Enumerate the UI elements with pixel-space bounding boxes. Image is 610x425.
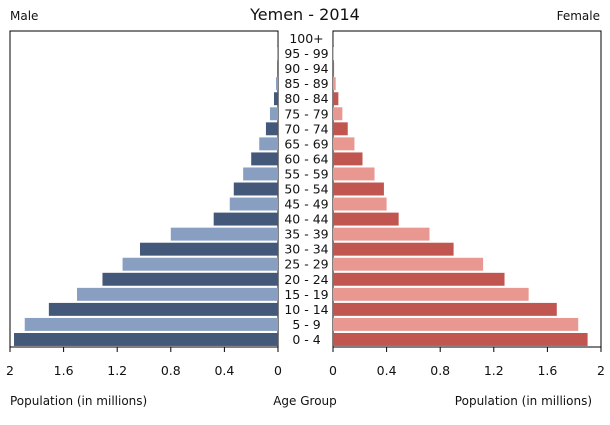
- age-group-label: 60 - 64: [284, 151, 328, 166]
- age-group-label: 35 - 39: [284, 227, 328, 242]
- male-bar: [213, 212, 278, 226]
- age-group-label: 40 - 44: [284, 212, 328, 227]
- female-bar: [333, 152, 363, 166]
- x-tick-label-left: 2: [6, 363, 14, 378]
- female-bar: [333, 302, 557, 316]
- male-bar: [170, 227, 278, 241]
- female-bar: [333, 333, 588, 346]
- chart-title: Yemen - 2014: [250, 5, 360, 24]
- male-bar: [48, 302, 278, 316]
- female-bar: [333, 317, 579, 331]
- x-tick-label-right: 0.4: [377, 363, 397, 378]
- male-bar: [243, 167, 278, 181]
- x-tick-label-left: 0: [274, 363, 282, 378]
- age-group-label: 70 - 74: [284, 121, 328, 136]
- age-group-label: 90 - 94: [284, 61, 328, 76]
- age-group-label: 50 - 54: [284, 182, 328, 197]
- male-bar: [275, 77, 278, 91]
- female-bar: [333, 257, 484, 271]
- x-tick-label-right: 1.6: [537, 363, 557, 378]
- female-label: Female: [556, 9, 600, 23]
- age-group-label: 80 - 84: [284, 91, 328, 106]
- female-bar: [333, 137, 355, 151]
- male-bar: [233, 182, 278, 196]
- male-bar: [139, 242, 278, 256]
- age-group-label: 65 - 69: [284, 136, 328, 151]
- male-bar: [122, 257, 278, 271]
- female-bar: [333, 62, 335, 76]
- age-group-label: 30 - 34: [284, 242, 328, 257]
- female-bar: [333, 287, 529, 301]
- male-bar: [24, 317, 278, 331]
- male-bar: [259, 137, 278, 151]
- female-bar: [333, 197, 387, 211]
- male-bar: [277, 62, 278, 76]
- female-bar: [333, 242, 454, 256]
- female-bar: [333, 167, 375, 181]
- age-group-label: 0 - 4: [292, 332, 320, 347]
- age-group-label: 100+: [289, 31, 323, 46]
- x-tick-label-right: 0: [329, 363, 337, 378]
- female-bar: [333, 92, 339, 106]
- male-bar: [265, 122, 278, 136]
- age-group-label: 25 - 29: [284, 257, 328, 272]
- male-bar: [14, 333, 279, 346]
- female-bar: [333, 122, 348, 136]
- female-bar: [333, 107, 343, 121]
- female-bar: [333, 182, 384, 196]
- x-axis-label-center: Age Group: [273, 394, 337, 408]
- x-tick-label-left: 1.2: [107, 363, 127, 378]
- male-bar: [251, 152, 278, 166]
- female-bar: [333, 272, 505, 286]
- x-axis-label-left: Population (in millions): [10, 394, 148, 408]
- age-group-label: 10 - 14: [284, 302, 328, 317]
- age-group-label: 75 - 79: [284, 106, 328, 121]
- female-bar: [333, 227, 430, 241]
- female-bar: [333, 77, 336, 91]
- age-group-label: 85 - 89: [284, 76, 328, 91]
- x-tick-label-right: 0.8: [430, 363, 450, 378]
- age-group-label: 55 - 59: [284, 166, 328, 181]
- x-axis-label-right: Population (in millions): [454, 394, 592, 408]
- x-tick-label-left: 0.8: [161, 363, 181, 378]
- age-group-label: 95 - 99: [284, 46, 328, 61]
- age-group-label: 5 - 9: [292, 317, 320, 332]
- male-bar: [229, 197, 278, 211]
- age-group-label: 20 - 24: [284, 272, 328, 287]
- female-bar: [333, 212, 399, 226]
- x-tick-label-right: 1.2: [484, 363, 504, 378]
- male-bar: [77, 287, 278, 301]
- x-tick-label-right: 2: [597, 363, 605, 378]
- age-group-label: 45 - 49: [284, 197, 328, 212]
- male-label: Male: [10, 9, 39, 23]
- age-group-label: 15 - 19: [284, 287, 328, 302]
- x-tick-label-left: 0.4: [214, 363, 234, 378]
- male-bar: [269, 107, 278, 121]
- male-bar: [102, 272, 279, 286]
- x-tick-label-left: 1.6: [54, 363, 74, 378]
- male-bar: [273, 92, 278, 106]
